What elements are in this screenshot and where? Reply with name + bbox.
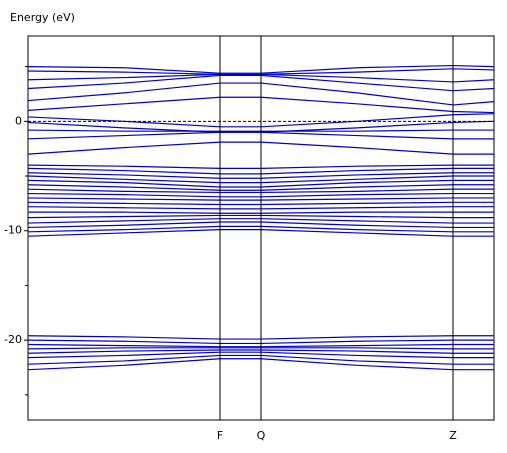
x-tick-label: Z: [449, 429, 457, 442]
y-tick-label: -20: [4, 333, 22, 346]
x-tick-label: Q: [257, 429, 266, 442]
x-tick-label: F: [217, 429, 223, 442]
y-tick-label: 0: [15, 114, 22, 127]
y-tick-label: -10: [4, 224, 22, 237]
y-axis-label: Energy (eV): [10, 11, 75, 24]
